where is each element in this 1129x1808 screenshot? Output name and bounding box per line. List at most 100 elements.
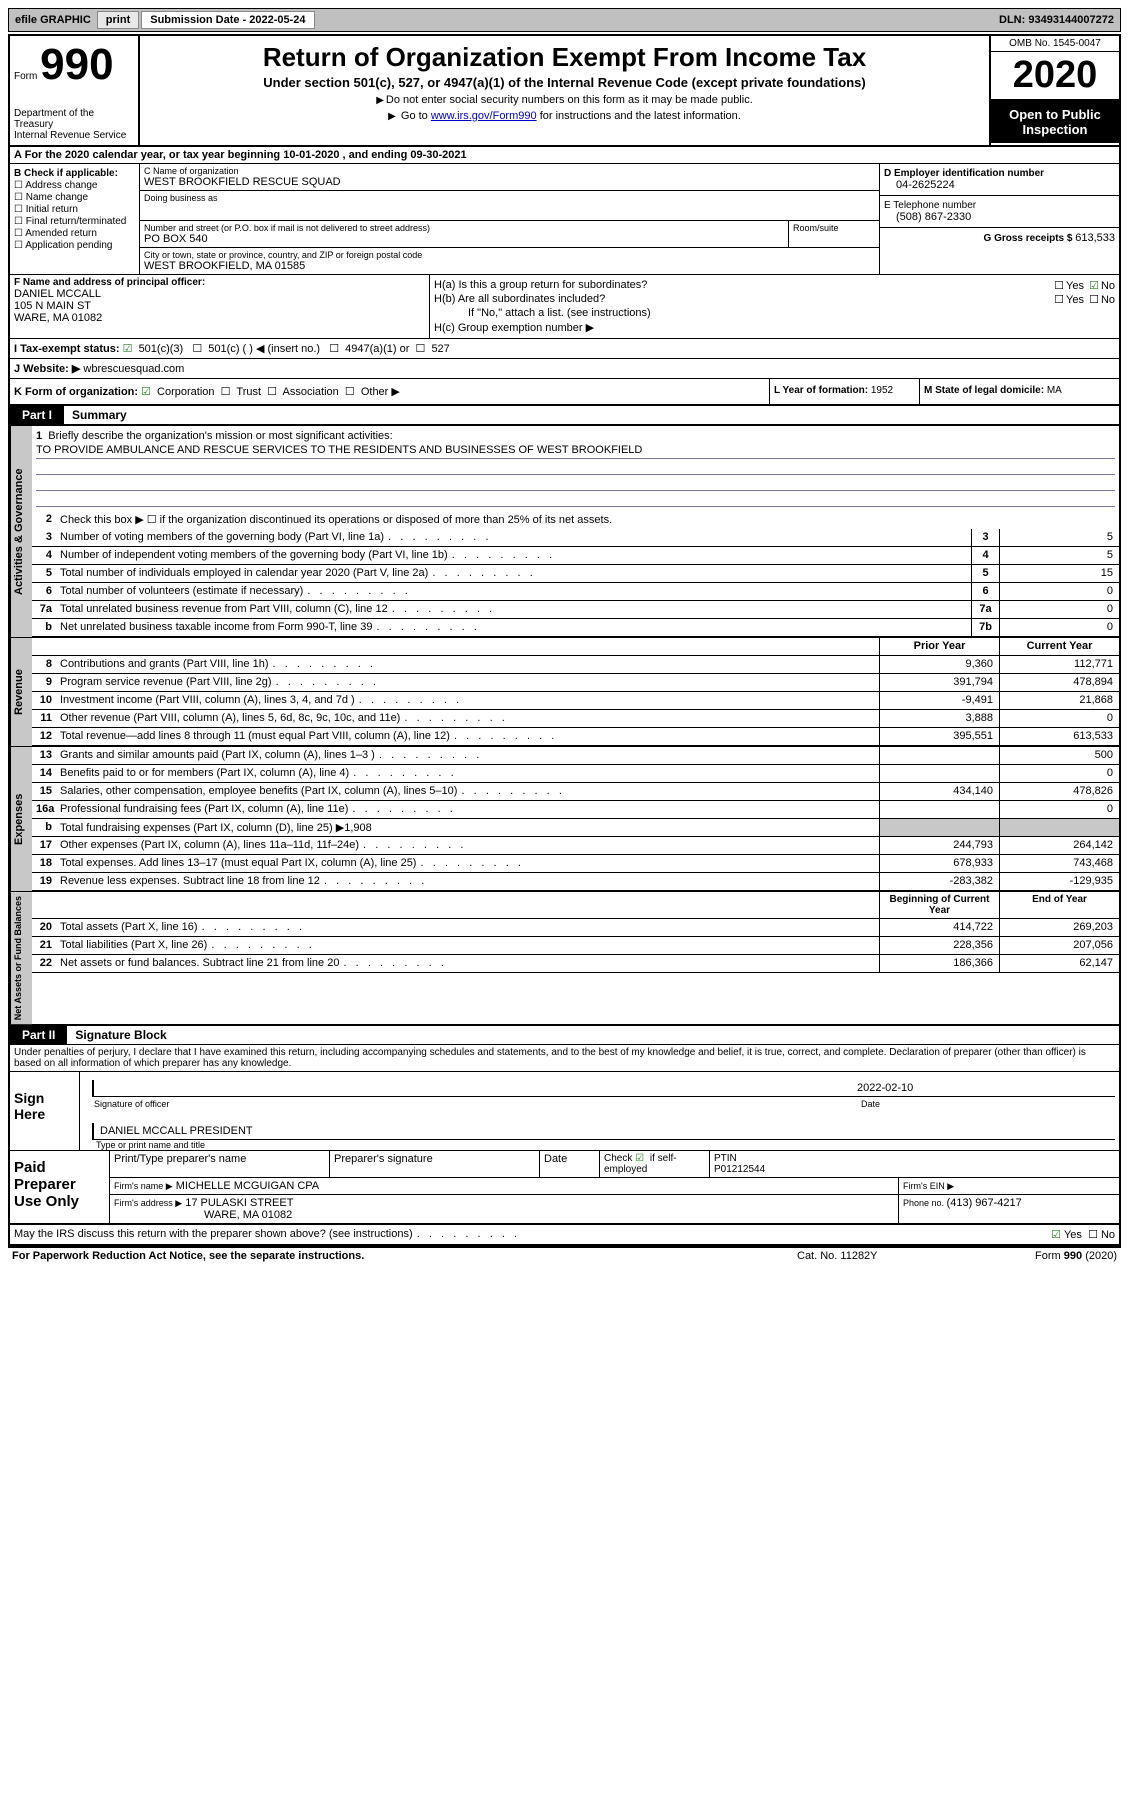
tax-year: 2020 [991, 52, 1119, 101]
footer-form: Form 990 (2020) [957, 1250, 1117, 1262]
summary-line: 11Other revenue (Part VIII, column (A), … [32, 710, 1119, 728]
summary-line: bNet unrelated business taxable income f… [32, 619, 1119, 637]
summary-line: 10Investment income (Part VIII, column (… [32, 692, 1119, 710]
col-prior-year: Prior Year [879, 638, 999, 655]
street-label: Number and street (or P.O. box if mail i… [144, 223, 784, 233]
footer-catno: Cat. No. 11282Y [797, 1250, 957, 1262]
chk-amended[interactable]: Amended return [14, 228, 135, 239]
officer-name-title: DANIEL MCCALL PRESIDENT [98, 1123, 1115, 1139]
discuss-yes[interactable] [1051, 1229, 1064, 1241]
summary-line: 18Total expenses. Add lines 13–17 (must … [32, 855, 1119, 873]
col-end-year: End of Year [999, 892, 1119, 918]
section-b-to-g: B Check if applicable: Address change Na… [10, 164, 1119, 274]
ha-yes[interactable] [1052, 280, 1066, 292]
room-label: Room/suite [793, 223, 875, 233]
chk-address-change[interactable]: Address change [14, 180, 135, 191]
form-title: Return of Organization Exempt From Incom… [148, 42, 981, 73]
col-current-year: Current Year [999, 638, 1119, 655]
summary-line: 19Revenue less expenses. Subtract line 1… [32, 873, 1119, 891]
col-h-group: H(a) Is this a group return for subordin… [430, 275, 1119, 338]
form-label: Form 990 [14, 40, 134, 90]
dln-label: DLN: 93493144007272 [999, 14, 1118, 26]
h-a: H(a) Is this a group return for subordin… [434, 279, 1115, 291]
summary-line: 20Total assets (Part X, line 16)414,7222… [32, 919, 1119, 937]
chk-trust[interactable] [221, 386, 234, 398]
m-state-domicile: M State of legal domicile: MA [919, 379, 1119, 404]
chk-assoc[interactable] [267, 386, 280, 398]
h-b-note: If "No," attach a list. (see instruction… [434, 307, 1115, 319]
sig-officer-label: Signature of officer [92, 1097, 859, 1111]
summary-line: 7aTotal unrelated business revenue from … [32, 601, 1119, 619]
col-f-officer: F Name and address of principal officer:… [10, 275, 430, 338]
summary-line: bTotal fundraising expenses (Part IX, co… [32, 819, 1119, 837]
dba-label: Doing business as [144, 193, 875, 203]
row-j-website: J Website: ▶ wbrescuesquad.com [10, 358, 1119, 378]
officer-name: DANIEL MCCALL [14, 288, 425, 300]
chk-corp[interactable] [141, 386, 154, 398]
chk-501c[interactable] [192, 343, 205, 355]
summary-line: 5Total number of individuals employed in… [32, 565, 1119, 583]
chk-name-change[interactable]: Name change [14, 192, 135, 203]
vtab-governance: Activities & Governance [10, 426, 32, 637]
hb-no[interactable] [1087, 294, 1101, 306]
page-footer: For Paperwork Reduction Act Notice, see … [8, 1248, 1121, 1264]
discuss-row: May the IRS discuss this return with the… [10, 1223, 1119, 1246]
form990-link[interactable]: www.irs.gov/Form990 [431, 110, 537, 122]
chk-527[interactable] [416, 343, 429, 355]
part2-tab: Part II [10, 1026, 67, 1044]
form-note-2: Go to www.irs.gov/Form990 for instructio… [148, 110, 981, 122]
sign-here-section: Sign Here 2022-02-10 Signature of office… [10, 1071, 1119, 1150]
hb-yes[interactable] [1052, 294, 1066, 306]
city-value: WEST BROOKFIELD, MA 01585 [144, 260, 875, 272]
top-toolbar: efile GRAPHIC print Submission Date - 20… [8, 8, 1121, 32]
officer-addr1: 105 N MAIN ST [14, 300, 425, 312]
org-name-label: C Name of organization [144, 166, 875, 176]
firm-phone-row: Phone no. (413) 967-4217 [899, 1195, 1119, 1223]
col-c-name-address: C Name of organization WEST BROOKFIELD R… [140, 164, 879, 274]
row-f-h: F Name and address of principal officer:… [10, 274, 1119, 338]
summary-line: 3Number of voting members of the governi… [32, 529, 1119, 547]
summary-line: 12Total revenue—add lines 8 through 11 (… [32, 728, 1119, 746]
print-button[interactable]: print [97, 11, 139, 29]
revenue-section: Revenue Prior Year Current Year 8Contrib… [10, 637, 1119, 746]
sign-here-label: Sign Here [10, 1072, 80, 1150]
sig-date-label: Date [859, 1097, 1119, 1111]
firm-address-row: Firm's address ▶ 17 PULASKI STREET WARE,… [110, 1195, 899, 1223]
summary-line: 22Net assets or fund balances. Subtract … [32, 955, 1119, 973]
part1-title: Summary [64, 408, 127, 422]
line-2: Check this box ▶ ☐ if the organization d… [56, 511, 1119, 529]
ein-value: 04-2625224 [884, 179, 1115, 191]
gross-label: G Gross receipts $ [984, 233, 1076, 244]
summary-line: 14Benefits paid to or for members (Part … [32, 765, 1119, 783]
chk-initial-return[interactable]: Initial return [14, 204, 135, 215]
prep-date-header: Date [540, 1151, 600, 1177]
l-year-formation: L Year of formation: 1952 [769, 379, 919, 404]
submission-date-box: Submission Date - 2022-05-24 [141, 11, 314, 29]
col-b-checkboxes: B Check if applicable: Address change Na… [10, 164, 140, 274]
chk-4947[interactable] [329, 343, 342, 355]
summary-line: 16aProfessional fundraising fees (Part I… [32, 801, 1119, 819]
expenses-section: Expenses 13Grants and similar amounts pa… [10, 746, 1119, 891]
department-label: Department of the Treasury Internal Reve… [14, 108, 134, 141]
h-c: H(c) Group exemption number ▶ [434, 321, 1115, 334]
col-d-e-g: D Employer identification number 04-2625… [879, 164, 1119, 274]
efile-label: efile GRAPHIC [11, 14, 95, 26]
chk-application-pending[interactable]: Application pending [14, 240, 135, 251]
discuss-no[interactable] [1088, 1229, 1101, 1241]
sig-officer-field[interactable] [98, 1080, 855, 1096]
chk-501c3[interactable] [123, 343, 136, 355]
mission-text: TO PROVIDE AMBULANCE AND RESCUE SERVICES… [36, 442, 1115, 459]
open-public-badge: Open to Public Inspection [991, 101, 1119, 143]
website-value: wbrescuesquad.com [83, 363, 184, 375]
row-k-l-m: K Form of organization: Corporation Trus… [10, 378, 1119, 404]
chk-self-employed[interactable] [635, 1153, 647, 1164]
footer-paperwork: For Paperwork Reduction Act Notice, see … [12, 1250, 797, 1262]
governance-section: Activities & Governance 1 Briefly descri… [10, 425, 1119, 637]
form-container: Form 990 Department of the Treasury Inte… [8, 34, 1121, 1248]
chk-other[interactable] [345, 386, 358, 398]
firm-ein-row: Firm's EIN ▶ [899, 1178, 1119, 1194]
chk-final-return[interactable]: Final return/terminated [14, 216, 135, 227]
row-a-period: A For the 2020 calendar year, or tax yea… [10, 147, 1119, 164]
col-begin-year: Beginning of Current Year [879, 892, 999, 918]
ha-no[interactable] [1087, 280, 1101, 292]
